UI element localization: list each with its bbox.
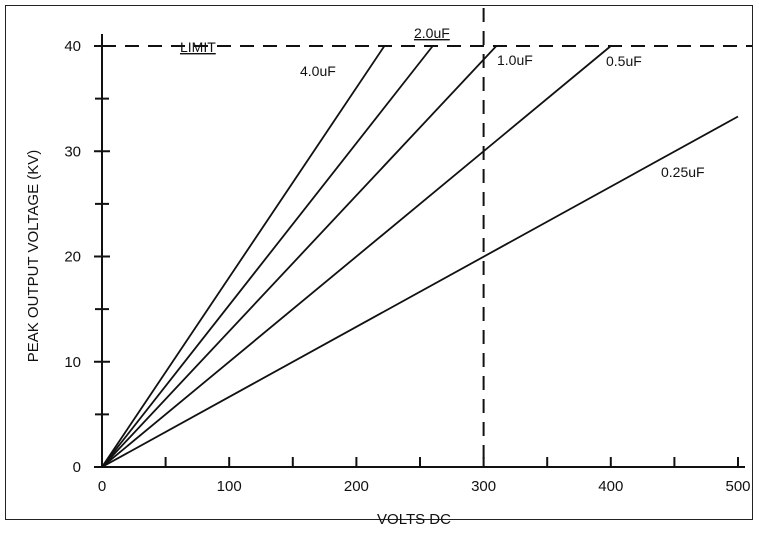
- series-line-0-5uf: [101, 45, 612, 468]
- y-tick-label: 20: [64, 249, 81, 266]
- series-label: 4.0uF: [300, 63, 336, 79]
- x-tick-label: 0: [98, 478, 106, 495]
- series-line-4-0uf: [101, 45, 386, 468]
- chart-frame: [5, 5, 753, 520]
- series-label: 0.5uF: [606, 53, 642, 69]
- x-tick-label: 500: [725, 478, 750, 495]
- axes: 0 100 200 300 400 500 0 10 20 30 40 VOLTS DC PEAK OU…: [25, 34, 751, 528]
- series-lines: [101, 45, 739, 468]
- series-label: 0.25uF: [661, 164, 705, 180]
- x-tick-label: 400: [598, 478, 623, 495]
- x-tick-label: 300: [471, 478, 496, 495]
- x-axis-title: VOLTS DC: [377, 511, 451, 528]
- series-line-1-0uf: [101, 45, 497, 468]
- y-tick-label: 10: [64, 354, 81, 371]
- y-tick-label: 40: [64, 38, 81, 55]
- series-line-2-0uf: [101, 45, 434, 468]
- x-tick-label: 200: [344, 478, 369, 495]
- labels: LIMIT 4.0uF 2.0uF 1.0uF 0.5uF 0.25uF: [180, 25, 705, 180]
- series-label: 1.0uF: [497, 52, 533, 68]
- y-tick-label: 30: [64, 143, 81, 160]
- reference-lines: [102, 8, 752, 467]
- x-tick-label: 100: [217, 478, 242, 495]
- y-axis-title: PEAK OUTPUT VOLTAGE (KV): [25, 150, 42, 363]
- series-line-0-25uf: [101, 115, 739, 468]
- limit-label: LIMIT: [180, 39, 216, 55]
- series-label: 2.0uF: [414, 25, 450, 41]
- y-tick-label: 0: [73, 459, 81, 476]
